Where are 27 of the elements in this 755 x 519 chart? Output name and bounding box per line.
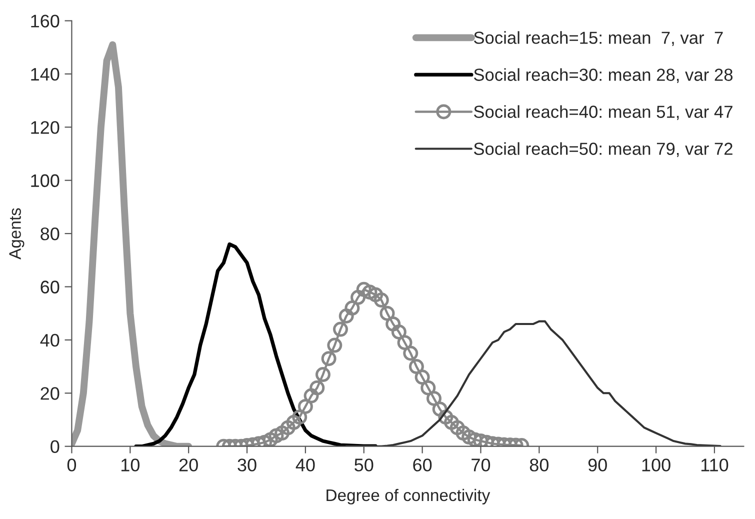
x-tick-label: 80 [530, 458, 549, 472]
x-tick-label: 70 [472, 458, 490, 472]
x-axis-title: Degree of connectivity [326, 488, 490, 504]
y-tick-label: 120 [31, 121, 60, 134]
x-tick-label: 110 [701, 458, 728, 472]
x-tick-label: 60 [413, 458, 432, 472]
x-tick-label: 10 [121, 458, 140, 472]
x-tick-label: 30 [238, 458, 256, 472]
x-tick-label: 90 [588, 458, 607, 472]
y-tick-label: 60 [40, 280, 60, 294]
legend-label: Social reach=30: mean 28, var 28 [474, 68, 733, 83]
y-axis-title: Agents [9, 208, 24, 260]
y-tick-label: 40 [40, 334, 60, 347]
y-tick-label: 80 [40, 227, 60, 240]
y-tick-label: 100 [31, 174, 60, 188]
x-tick-label: 0 [67, 458, 76, 472]
y-tick-label: 160 [31, 14, 60, 28]
y-tick-label: 20 [40, 387, 60, 400]
legend-label: Social reach=50: mean 79, var 72 [474, 142, 732, 158]
x-tick-label: 100 [642, 458, 670, 472]
legend-label: Social reach=40: mean 51, var 47 [474, 105, 732, 120]
y-tick-label: 140 [31, 68, 60, 81]
x-tick-label: 20 [179, 458, 198, 472]
y-tick-label: 0 [50, 440, 60, 454]
legend-label: Social reach=15: mean 7, var 7 [474, 31, 723, 46]
x-tick-label: 50 [354, 458, 374, 472]
x-tick-label: 40 [296, 458, 315, 472]
